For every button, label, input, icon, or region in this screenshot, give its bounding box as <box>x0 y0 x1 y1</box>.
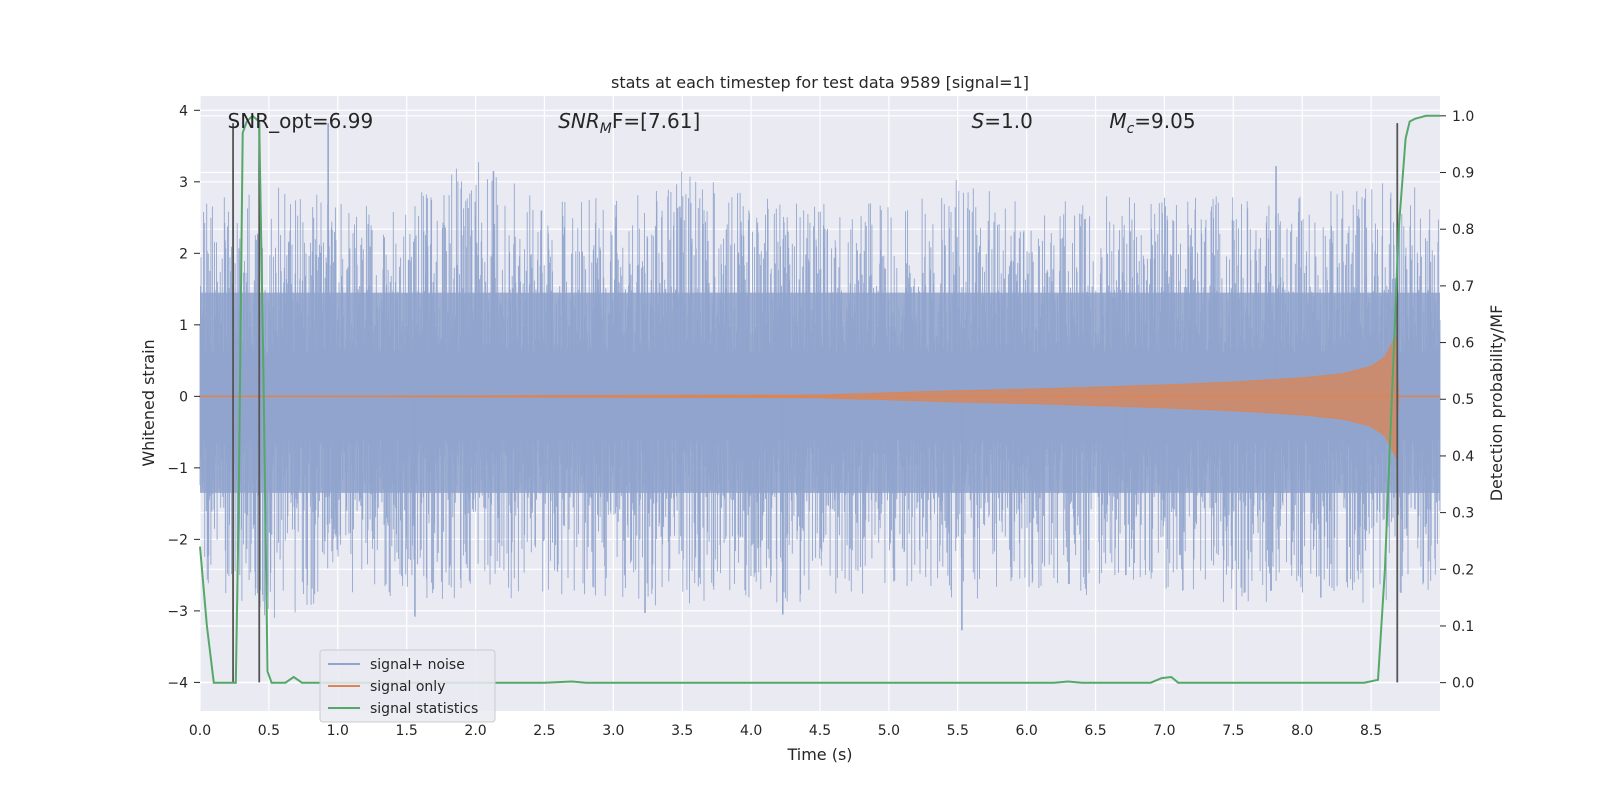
y-tick-label-left: −3 <box>167 604 188 620</box>
x-tick-label: 0.5 <box>258 723 280 739</box>
annotation-subscript: c <box>1127 121 1135 137</box>
x-tick-label: 4.5 <box>809 723 831 739</box>
annotation-main: M <box>1109 109 1126 133</box>
annotation-tail: =1.0 <box>984 109 1033 133</box>
x-tick-label: 2.5 <box>533 723 555 739</box>
x-tick-label: 3.0 <box>602 723 624 739</box>
x-tick-label: 8.0 <box>1291 723 1313 739</box>
annotations: SNR_opt=6.99 SNRMF=[7.61] S=1.0 Mc=9.05 <box>228 109 1196 137</box>
annotation-tail: =9.05 <box>1134 109 1195 133</box>
x-tick-label: 0.0 <box>189 723 211 739</box>
y-axis-label-left: Whitened strain <box>139 339 158 466</box>
noise-core-band <box>200 292 1440 493</box>
y-tick-label-left: −2 <box>167 532 188 548</box>
annotation-main: SNR <box>558 109 600 133</box>
legend-label-signal-only: signal only <box>370 679 445 695</box>
series-signal-noise <box>199 123 1441 631</box>
x-tick-label: 6.5 <box>1084 723 1106 739</box>
y-tick-label-right: 0.1 <box>1452 619 1474 635</box>
x-tick-label: 3.5 <box>671 723 693 739</box>
y-tick-label-right: 0.9 <box>1452 166 1474 182</box>
y-tick-label-right: 0.6 <box>1452 336 1474 352</box>
y-tick-label-right: 0.5 <box>1452 392 1474 408</box>
y-tick-label-right: 0.0 <box>1452 676 1474 692</box>
annotation-subscript: M <box>600 121 612 137</box>
y-tick-label-left: −1 <box>167 461 188 477</box>
x-tick-label: 5.0 <box>878 723 900 739</box>
y-tick-label-left: 4 <box>179 103 188 119</box>
y-tick-label-right: 0.3 <box>1452 506 1474 522</box>
x-tick-label: 7.5 <box>1222 723 1244 739</box>
x-tick-label: 6.0 <box>1016 723 1038 739</box>
y-tick-label-left: 0 <box>179 389 188 405</box>
chart-title: stats at each timestep for test data 958… <box>611 73 1029 92</box>
x-tick-label: 8.5 <box>1360 723 1382 739</box>
legend-label-signal-noise: signal+ noise <box>370 657 465 673</box>
x-tick-label: 2.0 <box>464 723 486 739</box>
annotation-main: SNR_opt=6.99 <box>228 109 374 133</box>
annotation-main: S <box>972 109 985 133</box>
x-tick-label: 7.0 <box>1153 723 1175 739</box>
vertical-markers <box>232 123 1399 683</box>
y-tick-label-right: 0.7 <box>1452 279 1474 295</box>
legend: signal+ noise signal only signal statist… <box>319 649 496 723</box>
x-tick-label: 4.0 <box>740 723 762 739</box>
y-tick-label-left: 1 <box>179 318 188 334</box>
y-tick-label-right: 1.0 <box>1452 109 1474 125</box>
x-axis-label: Time (s) <box>786 745 852 764</box>
tick-labels: 0.0 0.5 1.0 1.5 2.0 2.5 3.0 3.5 4.0 4.5 5.0 5.5 6.0 6… <box>167 103 1474 739</box>
legend-label-signal-statistics: signal statistics <box>370 701 478 717</box>
y-tick-label-left: 2 <box>179 246 188 262</box>
series-signal-only <box>199 334 1440 459</box>
x-tick-label: 1.0 <box>327 723 349 739</box>
y-tick-label-right: 0.4 <box>1452 449 1474 465</box>
y-tick-label-right: 0.8 <box>1452 222 1474 238</box>
y-tick-label-right: 0.2 <box>1452 562 1474 578</box>
y-tick-label-left: −4 <box>167 675 188 691</box>
legend-box <box>319 649 496 723</box>
annotation-3: Mc=9.05 <box>1109 109 1195 137</box>
signal-chirp <box>199 334 1440 459</box>
annotation-2: S=1.0 <box>972 109 1033 133</box>
annotation-0: SNR_opt=6.99 <box>228 109 374 133</box>
annotation-1: SNRMF=[7.61] <box>558 109 700 137</box>
y-tick-label-left: 3 <box>179 175 188 191</box>
annotation-tail: F=[7.61] <box>612 109 700 133</box>
y-axis-label-right: Detection probability/MF <box>1487 305 1506 502</box>
x-tick-label: 1.5 <box>396 723 418 739</box>
x-tick-label: 5.5 <box>947 723 969 739</box>
